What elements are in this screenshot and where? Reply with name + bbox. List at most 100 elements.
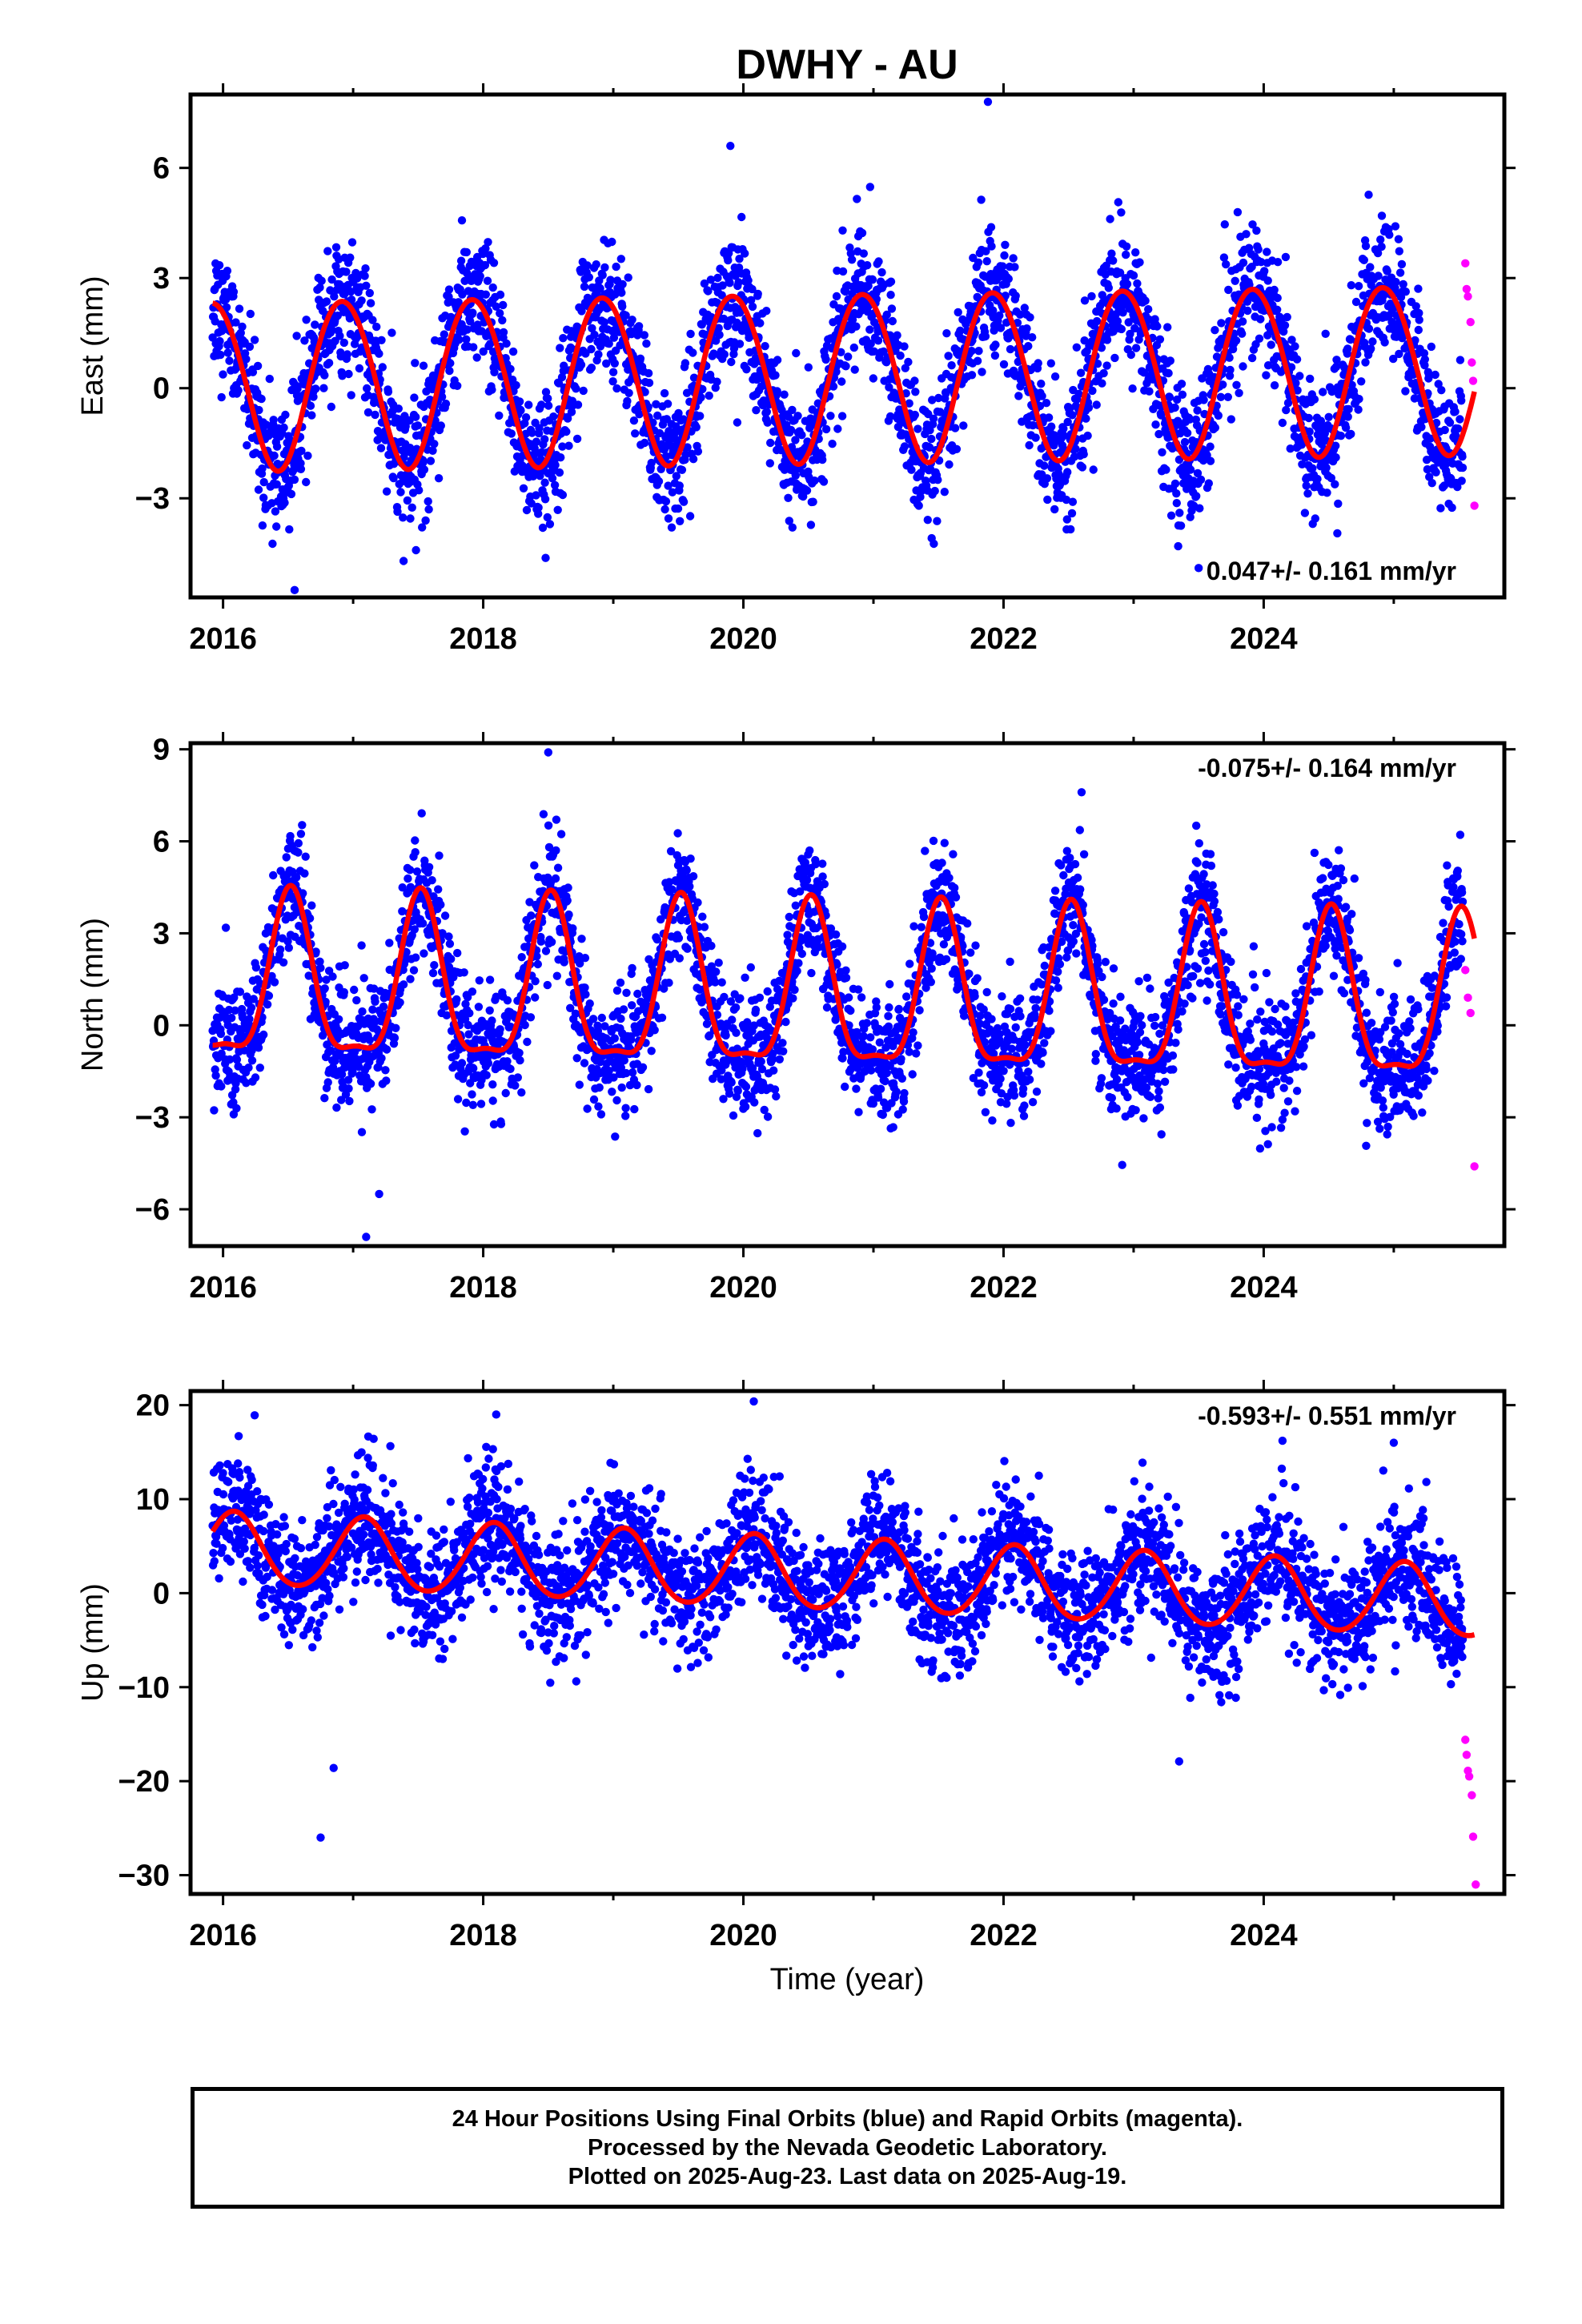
- final-point: [316, 963, 325, 972]
- final-point: [290, 585, 299, 595]
- final-point: [595, 1083, 604, 1092]
- final-point: [396, 488, 405, 497]
- final-point: [753, 289, 762, 299]
- final-point: [793, 967, 801, 975]
- final-point: [496, 290, 505, 300]
- final-point: [741, 973, 749, 983]
- final-point: [712, 967, 721, 976]
- final-point: [610, 359, 619, 368]
- final-point: [1192, 492, 1201, 501]
- final-point: [612, 1096, 621, 1105]
- final-point: [621, 1112, 630, 1120]
- final-point: [357, 1128, 367, 1136]
- final-point: [644, 1084, 653, 1094]
- final-point: [517, 953, 526, 962]
- final-point: [338, 372, 347, 380]
- final-point: [998, 262, 1007, 271]
- final-point: [223, 267, 232, 275]
- final-point: [243, 440, 251, 450]
- rapid-point: [1470, 501, 1479, 510]
- final-point: [762, 408, 771, 416]
- final-point: [1193, 406, 1202, 415]
- final-point: [1270, 381, 1279, 390]
- final-point: [327, 402, 335, 412]
- final-point: [1135, 258, 1144, 267]
- final-point: [585, 999, 594, 1008]
- final-point: [956, 326, 965, 336]
- final-point: [788, 405, 797, 415]
- final-point: [290, 475, 299, 485]
- final-point: [846, 249, 856, 258]
- final-point: [411, 848, 420, 857]
- final-point: [490, 368, 499, 376]
- final-point: [572, 384, 580, 393]
- final-point: [1028, 333, 1037, 342]
- final-point: [705, 391, 713, 400]
- final-point: [726, 141, 735, 151]
- final-point: [924, 409, 933, 419]
- final-point: [644, 368, 653, 378]
- final-point: [396, 998, 404, 1007]
- y-tick-label: 6: [153, 152, 170, 186]
- final-point: [945, 460, 954, 469]
- final-point: [496, 1120, 506, 1128]
- final-point: [584, 273, 593, 282]
- final-point: [785, 517, 793, 525]
- final-point: [332, 1103, 341, 1112]
- final-point: [652, 400, 661, 408]
- final-point: [323, 247, 332, 255]
- final-point: [259, 493, 268, 502]
- final-point: [622, 988, 631, 998]
- final-point: [488, 1096, 497, 1105]
- final-point: [1355, 395, 1363, 404]
- final-point: [765, 459, 774, 468]
- final-point: [624, 388, 633, 397]
- final-point: [617, 1083, 626, 1092]
- final-point: [1022, 324, 1031, 333]
- final-point: [1366, 263, 1375, 271]
- final-point: [519, 484, 528, 493]
- final-point: [272, 522, 281, 531]
- final-point: [995, 311, 1004, 320]
- final-point: [608, 237, 616, 247]
- final-point: [447, 955, 456, 963]
- final-point: [1377, 242, 1386, 251]
- final-point: [417, 809, 426, 818]
- final-point: [453, 381, 462, 390]
- final-point: [616, 978, 625, 987]
- final-point: [1166, 356, 1175, 365]
- final-point: [544, 821, 553, 830]
- final-point: [527, 499, 536, 508]
- final-point: [588, 324, 596, 333]
- final-point: [286, 831, 295, 841]
- final-point: [506, 1064, 515, 1074]
- final-point: [549, 412, 558, 421]
- final-point: [587, 364, 596, 372]
- final-point: [375, 349, 383, 358]
- final-point: [720, 350, 729, 359]
- final-point: [311, 384, 320, 393]
- final-point: [838, 226, 847, 235]
- final-point: [563, 414, 572, 423]
- final-point: [923, 516, 933, 525]
- final-point: [1256, 315, 1265, 324]
- final-point: [833, 424, 842, 433]
- final-point: [1238, 329, 1247, 338]
- final-point: [453, 948, 462, 958]
- final-point: [516, 406, 525, 415]
- final-point: [744, 276, 753, 285]
- final-point: [411, 359, 420, 368]
- final-point: [1377, 211, 1387, 220]
- final-point: [1239, 258, 1248, 267]
- final-point: [679, 497, 689, 506]
- final-point: [989, 306, 998, 315]
- final-point: [583, 1104, 592, 1113]
- final-point: [399, 557, 408, 565]
- final-point: [1242, 230, 1251, 239]
- final-point: [619, 1005, 628, 1014]
- final-point: [365, 288, 374, 298]
- final-point: [1291, 342, 1299, 351]
- final-point: [513, 1073, 522, 1082]
- final-point: [751, 1005, 761, 1015]
